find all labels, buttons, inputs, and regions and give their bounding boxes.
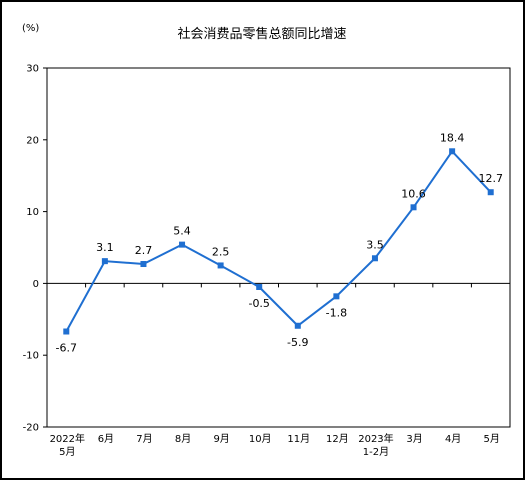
data-label: -5.9 [287, 336, 308, 349]
data-label: 3.5 [366, 238, 384, 251]
y-tick-label: 0 [33, 279, 39, 290]
data-point [333, 293, 340, 300]
y-axis: 30 20 10 0 -10 -20 [23, 64, 47, 434]
x-tick-label: 8月 [175, 433, 191, 445]
data-label: 2.7 [135, 244, 153, 257]
x-tick-label: 10月 [249, 433, 272, 445]
data-label: -0.5 [248, 297, 269, 310]
data-point [179, 241, 186, 248]
data-labels: -6.7 3.1 2.7 5.4 2.5 -0.5 -5.9 -1.8 3.5 10.6 18.4 1… [56, 131, 503, 354]
x-tick-label: 2022年 [50, 432, 85, 445]
x-tick-label: 6月 [98, 433, 114, 445]
data-point [410, 204, 417, 211]
x-tick-label: 12月 [326, 433, 349, 445]
x-tick-label: 5月 [484, 433, 500, 445]
chart-title: 社会消费品零售总额同比增速 [177, 26, 346, 42]
data-label: -1.8 [326, 306, 347, 319]
data-point [140, 261, 147, 268]
x-tick-label: 1-2月 [363, 446, 389, 458]
data-point [294, 322, 301, 329]
series-markers [63, 148, 494, 335]
data-label: 12.7 [478, 172, 503, 185]
plot-area [46, 67, 511, 428]
data-point [256, 283, 263, 290]
data-label: 3.1 [96, 241, 114, 254]
series-line [65, 149, 492, 332]
y-tick-label: 30 [26, 64, 39, 75]
x-tick-label: 2023年 [358, 432, 393, 445]
data-point [487, 189, 494, 196]
y-tick-label: 10 [26, 207, 39, 218]
data-point [449, 148, 456, 155]
data-label: 18.4 [440, 131, 465, 144]
x-tick-label: 3月 [406, 433, 422, 445]
data-label: 10.6 [401, 187, 426, 200]
y-tick-label: -10 [23, 351, 39, 362]
data-label: 5.4 [173, 225, 191, 238]
data-point [371, 255, 378, 262]
x-tick-label: 5月 [59, 446, 75, 458]
data-point [101, 258, 108, 265]
data-point [217, 262, 224, 269]
data-label: 2.5 [212, 245, 230, 258]
x-tick-label: 4月 [445, 433, 461, 445]
x-tick-label: 7月 [136, 433, 152, 445]
data-label: -6.7 [56, 342, 77, 355]
data-point [63, 328, 70, 335]
y-tick-label: 20 [26, 135, 39, 146]
y-axis-unit: (%) [22, 23, 39, 34]
x-tick-label: 9月 [213, 433, 229, 445]
x-tick-label: 11月 [287, 433, 310, 445]
y-tick-label: -20 [23, 423, 39, 434]
